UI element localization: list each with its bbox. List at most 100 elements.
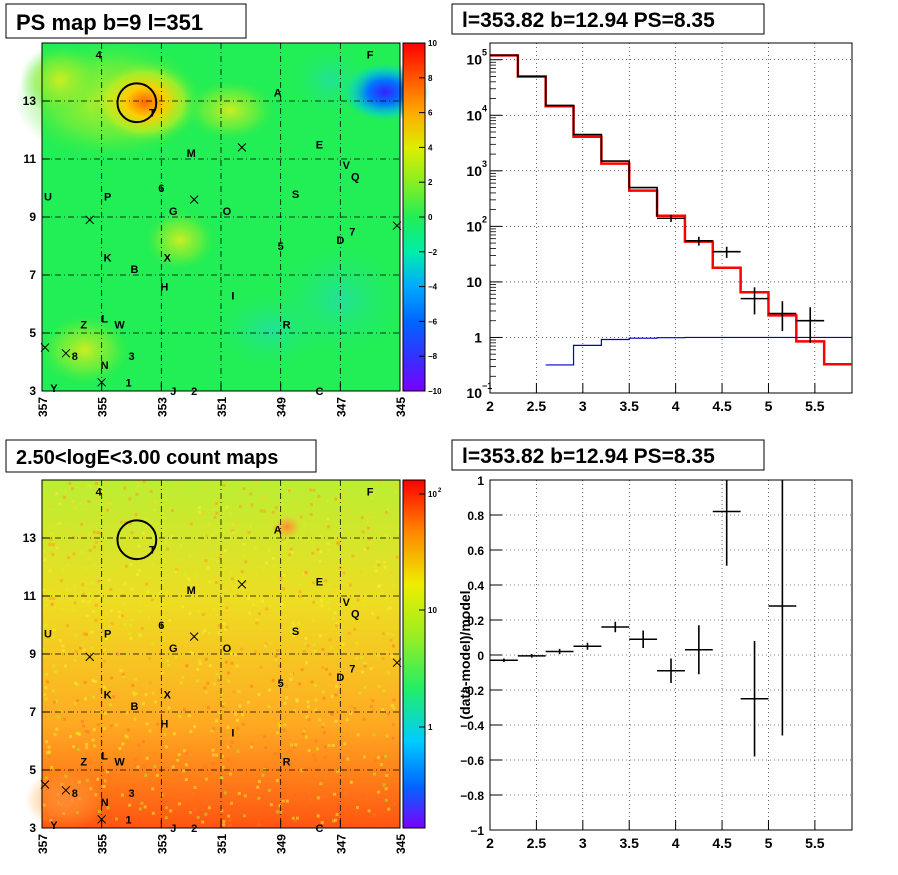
count-pixel bbox=[124, 520, 128, 524]
count-pixel bbox=[159, 621, 163, 625]
count-pixel bbox=[386, 712, 390, 716]
count-pixel bbox=[242, 487, 246, 490]
count-pixel bbox=[377, 684, 381, 688]
residual-panel: l=353.82 b=12.94 PS=8.35 2 2.5 3 3.5 4 4.5 5 5.… bbox=[451, 439, 853, 851]
count-pixel bbox=[236, 786, 240, 789]
count-pixel bbox=[108, 502, 112, 506]
count-pixel bbox=[236, 726, 240, 730]
count-pixel bbox=[144, 773, 148, 777]
count-pixel bbox=[223, 791, 227, 795]
colorbar-tick-label: 1 bbox=[428, 723, 433, 732]
count-pixel bbox=[87, 483, 90, 487]
count-pixel bbox=[305, 539, 309, 543]
count-pixel bbox=[306, 700, 310, 704]
count-pixel bbox=[198, 662, 202, 665]
residual-y-tick-label: 0.6 bbox=[467, 544, 484, 558]
count-pixel bbox=[155, 773, 159, 777]
count-pixel bbox=[95, 498, 99, 502]
count-pixel bbox=[182, 517, 185, 521]
count-pixel bbox=[276, 810, 280, 814]
count-pixel bbox=[206, 681, 210, 685]
y-tick-label: 9 bbox=[29, 210, 36, 224]
count-pixel bbox=[66, 527, 70, 530]
count-pixel bbox=[135, 782, 138, 786]
count-pixel bbox=[66, 624, 70, 628]
count-pixel bbox=[342, 490, 346, 494]
count-pixel bbox=[371, 612, 374, 616]
count-pixel bbox=[293, 709, 297, 713]
count-pixel bbox=[84, 632, 88, 636]
count-pixel bbox=[354, 656, 358, 660]
count-pixel bbox=[312, 643, 316, 647]
count-pixel bbox=[292, 624, 296, 627]
count-pixel bbox=[102, 753, 106, 757]
count-pixel bbox=[249, 525, 253, 529]
count-pixel bbox=[92, 695, 95, 699]
count-pixel bbox=[43, 693, 47, 697]
spectrum-x-tick-label: 3.5 bbox=[619, 398, 639, 414]
count-pixel bbox=[215, 753, 219, 757]
count-pixel bbox=[360, 656, 364, 660]
count-pixel bbox=[312, 581, 315, 585]
count-pixel bbox=[292, 745, 296, 749]
count-pixel bbox=[90, 646, 94, 650]
colorbar-tick-label: 4 bbox=[428, 143, 433, 152]
count-pixel bbox=[217, 624, 221, 628]
count-pixel bbox=[316, 796, 320, 800]
count-pixel bbox=[134, 758, 138, 762]
count-pixel bbox=[306, 705, 310, 709]
count-pixel bbox=[364, 662, 368, 666]
count-pixel bbox=[218, 698, 222, 701]
count-pixel bbox=[387, 807, 391, 811]
count-pixel bbox=[105, 770, 109, 774]
count-pixel bbox=[87, 730, 90, 734]
source-label: W bbox=[114, 756, 125, 768]
count-pixel bbox=[319, 782, 323, 786]
x-tick-label: 353 bbox=[155, 397, 169, 417]
spectrum-title: l=353.82 b=12.94 PS=8.35 bbox=[462, 9, 715, 32]
count-pixel bbox=[222, 703, 226, 707]
colorbar-tick-label: 10 bbox=[428, 490, 437, 499]
count-pixel bbox=[96, 723, 100, 727]
count-pixel bbox=[355, 641, 358, 645]
count-pixel bbox=[249, 492, 253, 496]
count-pixel bbox=[138, 569, 141, 573]
count-pixel bbox=[91, 679, 95, 683]
count-pixel bbox=[61, 652, 65, 656]
count-pixel bbox=[143, 535, 147, 539]
count-pixel bbox=[211, 607, 215, 611]
count-pixel bbox=[55, 546, 59, 550]
count-pixel bbox=[211, 533, 214, 537]
count-pixel bbox=[384, 787, 388, 791]
count-pixel bbox=[278, 725, 282, 729]
count-pixel bbox=[229, 571, 233, 575]
source-label: B bbox=[131, 264, 139, 276]
count-pixel bbox=[220, 776, 224, 780]
count-pixel bbox=[55, 492, 59, 496]
count-pixel bbox=[226, 745, 230, 749]
count-pixel bbox=[72, 552, 76, 556]
count-pixel bbox=[235, 664, 239, 668]
count-pixel bbox=[85, 746, 89, 750]
count-pixel bbox=[351, 554, 355, 558]
count-pixel bbox=[105, 480, 109, 484]
spectrum-y-tick-label: 10 bbox=[466, 107, 482, 123]
spectrum-y-tick-exponent: −1 bbox=[482, 381, 492, 391]
count-pixel bbox=[77, 748, 81, 751]
count-pixel bbox=[210, 729, 214, 733]
count-pixel bbox=[128, 522, 132, 525]
count-pixel bbox=[92, 545, 96, 549]
count-pixel bbox=[201, 820, 205, 824]
source-label: S bbox=[292, 189, 299, 201]
count-pixel bbox=[359, 571, 363, 574]
count-pixel bbox=[208, 664, 212, 668]
count-pixel bbox=[129, 562, 133, 566]
count-pixel bbox=[254, 546, 258, 550]
residual-x-tick-label: 3.5 bbox=[619, 835, 639, 851]
y-tick-label: 3 bbox=[29, 821, 36, 835]
count-pixel bbox=[222, 563, 226, 566]
count-pixel bbox=[154, 700, 158, 704]
count-pixel bbox=[243, 554, 247, 558]
count-pixel bbox=[222, 484, 226, 487]
count-pixel bbox=[240, 578, 244, 582]
